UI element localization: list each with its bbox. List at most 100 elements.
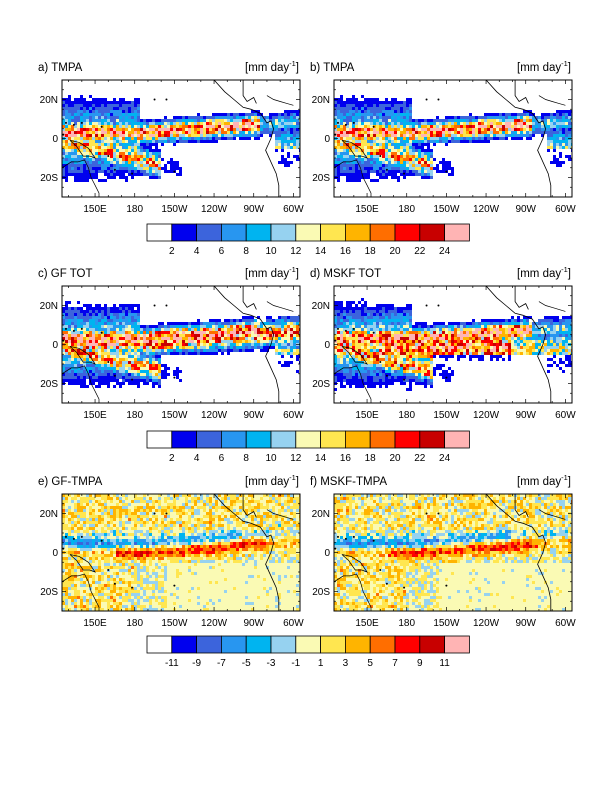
x-tick-label: 120W [201,204,228,215]
x-tick-label: 180 [126,410,143,421]
coastline-australia [62,159,100,197]
colorbar: -11 -9 -7 -5 -3 -1 1 3 5 7 9 11 [146,635,470,669]
coastline-americas [213,494,280,611]
y-tick-label: 0 [52,134,58,145]
island-outline [72,537,75,540]
colorbar-swatch [220,635,247,654]
island-outline [336,121,339,124]
island-outline [80,535,83,538]
island-outline [445,170,448,173]
colorbar-swatch [344,223,371,242]
colorbar-swatch [419,223,445,242]
data-field [334,80,572,197]
y-tick-label: 20S [40,379,58,390]
island-outline [153,98,156,101]
island-outline [173,584,176,587]
colorbar-swatch [146,635,173,654]
island-outline [403,586,406,589]
island-outline [153,304,156,307]
island-outline [64,327,67,330]
colorbar-swatch [320,635,346,654]
island-outline [62,133,65,136]
colorbar-swatch [344,635,371,654]
field-cells-level-2 [334,101,572,179]
y-tick-label: 0 [324,340,330,351]
y-tick-label: 20S [40,173,58,184]
colorbar-swatch [245,430,272,449]
coastline-gulf [514,494,529,518]
colorbar-label: 2 [169,453,175,464]
colorbar-swatch [171,223,198,242]
map-panel: 150E 180 150W 120W 90W 60W 20N 0 20S b) TMPA [mm d… [310,59,576,215]
y-tick-label: 20N [312,509,330,520]
panel-units: [mm day-1] [245,473,299,488]
x-tick-label: 60W [555,410,576,421]
x-tick-label: 180 [126,618,143,629]
field-cells-level-3 [334,313,572,382]
colorbar-label: 10 [265,453,277,464]
units-text: [mm day [517,268,561,280]
coastline-caribbean [538,301,566,312]
field-cells-level-2 [346,539,439,545]
field-cells-level-11 [337,325,520,370]
y-tick-label: 20N [40,301,58,312]
x-tick-label: 60W [283,410,304,421]
coastline-americas [485,494,552,611]
data-field [62,80,300,197]
y-tick-label: 20S [312,173,330,184]
island-outline [131,586,134,589]
x-tick-label: 150W [161,410,188,421]
x-tick-label: 60W [555,204,576,215]
x-tick-label: 120W [201,410,228,421]
y-tick-label: 20N [312,95,330,106]
colorbar-swatch [394,223,421,242]
island-outline [344,329,347,332]
x-tick-label: 150E [355,618,379,629]
x-tick-label: 120W [473,204,500,215]
colorbar-label: 1 [318,658,324,669]
units-text: [mm day [245,476,289,488]
coastline-new-guinea [341,554,369,573]
panel-title: c) GF TOT [38,268,93,280]
coastline-americas [213,80,280,197]
coastline-caribbean [266,301,294,312]
coastline-gulf [242,80,257,104]
field-cells-level-3 [62,533,239,548]
colorbar-swatch [196,430,222,449]
x-tick-label: 150W [433,410,460,421]
x-tick-label: 90W [515,204,536,215]
units-exponent: -1 [289,59,296,68]
field-cells-level-8 [334,325,568,379]
colorbar-swatch [171,430,198,449]
island-outline [100,125,103,128]
colorbar-label: 4 [194,453,200,464]
units-close: ] [296,268,299,280]
island-outline [425,512,428,515]
colorbar-label: -11 [165,658,179,669]
panel-title: a) TMPA [38,62,83,74]
x-tick-label: 150W [433,618,460,629]
field-cells-level-3 [334,107,572,176]
coastline-americas [485,80,552,197]
x-tick-label: 150E [355,204,379,215]
colorbar: 2 4 6 8 10 12 14 16 18 20 22 24 [146,223,470,257]
colorbar-swatch [146,430,173,449]
colorbar-label: 2 [169,246,175,257]
colorbar-swatch [220,223,247,242]
island-outline [334,339,337,342]
island-outline [80,121,83,124]
island-outline [352,121,355,124]
field-cells-level-10 [388,542,538,557]
island-outline [165,512,168,515]
coastline-gulf [514,80,529,104]
units-text: [mm day [245,62,289,74]
panel-units: [mm day-1] [245,59,299,74]
field-cells-level-7 [62,494,300,611]
colorbar-swatch [394,430,421,449]
island-outline [336,535,339,538]
island-outline [113,374,116,377]
field-cells-level-1 [334,95,572,182]
colorbar-label: 18 [365,453,377,464]
field-cells-level-2 [334,307,572,385]
island-outline [445,376,448,379]
